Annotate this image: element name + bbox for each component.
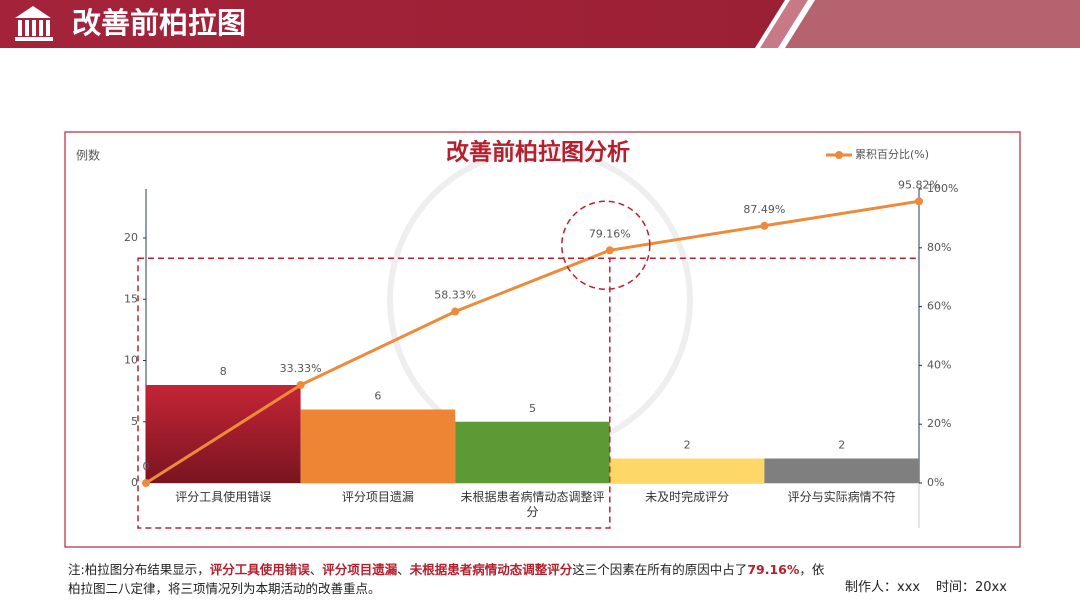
chart-frame bbox=[64, 131, 1021, 548]
note-text: 、 bbox=[397, 562, 410, 577]
y2-tick-label: 0% bbox=[927, 476, 944, 489]
x-tick-label: 未及时完成评分 bbox=[645, 490, 730, 504]
line-point bbox=[605, 246, 614, 255]
line-value-label: 58.33% bbox=[434, 289, 476, 302]
y-tick-label: 20 bbox=[124, 231, 138, 244]
legend-marker bbox=[835, 151, 843, 159]
y-tick-label: 15 bbox=[124, 292, 138, 305]
line-value-label: 0 bbox=[143, 460, 150, 473]
x-tick-label: 未根据患者病情动态调整评分 bbox=[460, 490, 605, 519]
bar-value-label: 5 bbox=[529, 402, 536, 415]
x-tick-label: 评分与实际病情不符 bbox=[787, 490, 896, 504]
x-tick-label-box: 评分与实际病情不符 bbox=[787, 490, 896, 504]
stripe bbox=[785, 0, 1080, 48]
x-tick-label-box: 评分项目遗漏 bbox=[341, 490, 414, 504]
highlight-box bbox=[137, 257, 611, 529]
bar-value-label: 2 bbox=[838, 439, 845, 452]
note-text: 注:柏拉图分布结果显示， bbox=[68, 562, 210, 577]
bar-value-label: 6 bbox=[374, 390, 381, 403]
line-point bbox=[451, 307, 460, 316]
line-point bbox=[915, 197, 923, 206]
y-tick-label: 5 bbox=[131, 415, 138, 428]
y-tick-label: 0 bbox=[131, 476, 138, 489]
x-tick-label: 评分项目遗漏 bbox=[341, 490, 414, 504]
line-point bbox=[760, 221, 769, 230]
y2-tick-label: 20% bbox=[927, 417, 951, 430]
icon bbox=[15, 6, 53, 41]
chart-title: 改善前柏拉图分析 bbox=[446, 139, 630, 166]
line-value-label: 79.16% bbox=[589, 227, 631, 240]
note-text: 评分工具使用错误 bbox=[209, 562, 310, 577]
y-axis-label: 例数 bbox=[76, 148, 100, 163]
x-tick-label-box: 未及时完成评分 bbox=[645, 490, 730, 504]
x-tick-label: 评分工具使用错误 bbox=[175, 490, 272, 504]
cumulative-line bbox=[145, 199, 920, 485]
note-text: 未根据患者病情动态调整评分 bbox=[409, 562, 573, 577]
bar bbox=[146, 385, 301, 483]
bar bbox=[764, 458, 919, 483]
highlight-circle bbox=[561, 200, 651, 291]
y2-tick-label: 80% bbox=[927, 241, 951, 254]
bar-value-label: 8 bbox=[220, 365, 227, 378]
header-bar bbox=[0, 0, 785, 48]
header-title: 改善前柏拉图 bbox=[72, 6, 246, 40]
bar bbox=[300, 409, 456, 483]
y2-tick-label: 100% bbox=[927, 182, 958, 195]
line-value-label: 95.82% bbox=[898, 178, 940, 191]
line-value-label: 87.49% bbox=[743, 203, 785, 216]
watermark bbox=[387, 147, 693, 453]
note-text: 这三个因素在所有的原因中占了 bbox=[572, 562, 748, 577]
legend-label: 累积百分比(%) bbox=[855, 148, 929, 161]
line-point bbox=[296, 381, 305, 390]
line-value-label: 33.33% bbox=[280, 362, 322, 375]
stripe bbox=[760, 0, 808, 48]
time: 时间：20xx bbox=[936, 580, 1007, 595]
y-tick-label: 10 bbox=[124, 354, 138, 367]
bar bbox=[609, 458, 765, 483]
note-text: 评分项目遗漏 bbox=[322, 562, 398, 577]
bar-value-label: 2 bbox=[684, 439, 691, 452]
bar bbox=[455, 421, 610, 483]
y2-tick-label: 60% bbox=[927, 300, 951, 313]
x-tick-label-box: 评分工具使用错误 bbox=[175, 490, 272, 504]
y2-tick-label: 40% bbox=[927, 358, 951, 371]
line-point bbox=[142, 479, 150, 487]
note: 注:柏拉图分布结果显示，评分工具使用错误、评分项目遗漏、未根据患者病情动态调整评… bbox=[68, 560, 828, 598]
x-tick-label-box: 未根据患者病情动态调整评分 bbox=[460, 490, 605, 519]
note-text: 79.16% bbox=[747, 562, 800, 577]
header: 改善前柏拉图 bbox=[0, 0, 1080, 48]
author: 制作人：xxx bbox=[845, 580, 921, 595]
note-text: ，依柏拉图二八定律，将三项情况列为本期活动的改善重点。 bbox=[68, 562, 825, 596]
note-text: 、 bbox=[309, 562, 323, 577]
